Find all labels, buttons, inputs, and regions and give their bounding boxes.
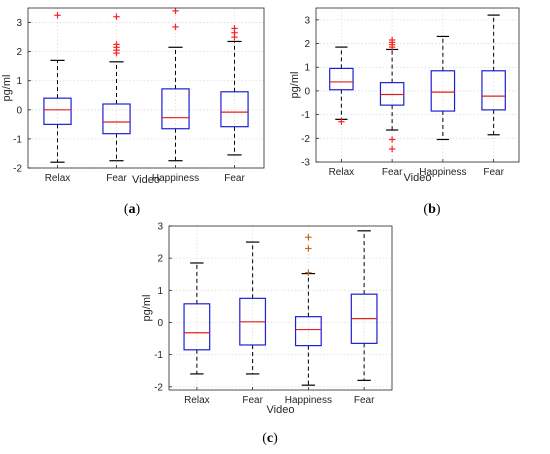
y-tick-label: 3 [157, 222, 163, 233]
y-tick-label: 0 [304, 86, 310, 97]
x-tick-label: Fear [242, 395, 263, 406]
plot-area [28, 8, 264, 168]
plot-area [169, 226, 392, 390]
y-tick-label: -1 [154, 350, 163, 361]
outlier-point [388, 145, 396, 153]
y-tick-label: 0 [16, 105, 22, 116]
y-tick-label: -1 [301, 110, 310, 121]
x-axis-label: Video [132, 174, 160, 186]
panel-label: (c) [262, 431, 278, 446]
outlier-point [305, 245, 312, 252]
y-tick-label: 2 [304, 39, 310, 50]
x-tick-label: Relax [184, 395, 210, 406]
box-iqr [161, 88, 190, 130]
outlier-point [338, 118, 345, 125]
x-tick-label: Fear [382, 167, 403, 178]
box-fear [102, 13, 131, 162]
y-tick-label: -2 [301, 134, 310, 145]
box-happiness [294, 234, 322, 386]
box-happiness [430, 35, 456, 141]
outlier-point [388, 136, 396, 143]
box-iqr [294, 316, 322, 347]
y-tick-label: -2 [154, 382, 163, 393]
x-tick-label: Fear [106, 173, 127, 184]
outlier-point [388, 36, 396, 44]
box-iqr [430, 70, 456, 112]
y-tick-label: -1 [13, 134, 22, 145]
axes-frame [168, 225, 393, 391]
x-axis-label: Video [404, 172, 432, 184]
box-fear [350, 230, 378, 381]
y-tick-label: 2 [16, 47, 22, 58]
axes-frame [27, 7, 265, 169]
outlier-point [172, 7, 179, 15]
box-relax [329, 46, 354, 125]
panel-a: -2 -1 0 1 2 3 Relax Fear Happiness Fear Video pg/ml… [1, 7, 265, 217]
box-iqr [102, 103, 131, 135]
box-iqr [220, 91, 249, 128]
box-iqr [183, 303, 211, 351]
box-iqr [329, 67, 354, 91]
box-iqr [481, 70, 506, 111]
y-tick-label: 1 [157, 286, 163, 297]
box-fear [239, 241, 267, 375]
y-axis-label: pg/ml [141, 295, 153, 322]
x-tick-label: Happiness [285, 395, 332, 406]
outlier-point [305, 234, 312, 241]
y-tick-label: 1 [304, 63, 310, 74]
outlier-point [231, 25, 238, 32]
y-tick-label: 3 [16, 18, 22, 29]
panel-label: (b) [423, 202, 440, 217]
box-happiness [161, 7, 190, 162]
axes-frame [315, 7, 520, 163]
panel-c: -2 -1 0 1 2 3 Relax Fear Happiness Fear Video pg/ml… [141, 222, 393, 446]
x-tick-label: Relax [329, 167, 355, 178]
x-tick-label: Happiness [152, 173, 199, 184]
x-tick-label: Fear [483, 167, 504, 178]
outlier-point [54, 12, 61, 19]
outlier-point [172, 23, 179, 31]
outlier-point [113, 41, 120, 48]
y-axis-label: pg/ml [289, 72, 301, 99]
x-axis-label: Video [267, 404, 295, 416]
x-tick-label: Fear [224, 173, 245, 184]
y-tick-label: 0 [157, 318, 163, 329]
box-fear [220, 25, 249, 156]
y-axis-label: pg/ml [1, 75, 13, 102]
y-tick-label: 1 [16, 76, 22, 87]
y-tick-label: 3 [304, 15, 310, 26]
box-relax [183, 262, 211, 375]
box-iqr [43, 97, 72, 125]
y-tick-label: -3 [301, 158, 310, 169]
panel-label: (a) [124, 202, 141, 217]
box-relax [43, 12, 72, 163]
x-tick-label: Happiness [419, 167, 466, 178]
x-tick-label: Relax [45, 173, 71, 184]
outlier-point [113, 13, 120, 20]
x-tick-label: Fear [354, 395, 375, 406]
plot-area [316, 8, 519, 162]
box-fear [481, 14, 506, 136]
box-fear [379, 36, 405, 153]
y-tick-label: 2 [157, 254, 163, 265]
y-tick-label: -2 [13, 164, 22, 175]
outlier-point [305, 269, 312, 276]
